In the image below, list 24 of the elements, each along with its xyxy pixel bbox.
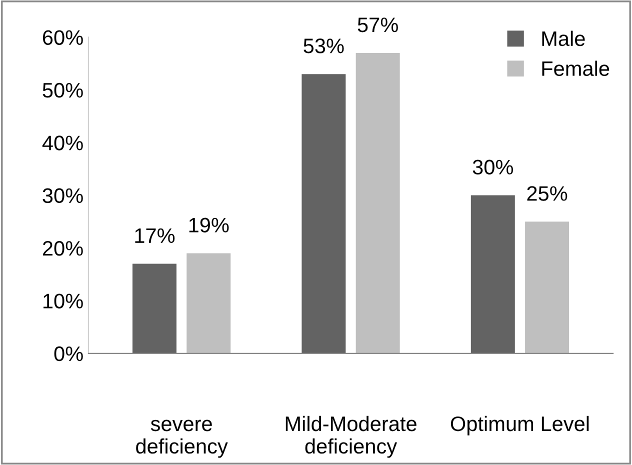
legend-label: Male [542, 30, 585, 46]
bar [525, 222, 570, 354]
y-tick-label: 40% [42, 136, 83, 150]
bar [132, 264, 176, 354]
x-tick-label: Mild-Moderate deficiency [286, 416, 416, 458]
data-label: 17% [135, 228, 175, 243]
y-tick-label: 50% [42, 82, 83, 98]
y-tick-label: 10% [44, 294, 83, 308]
data-label: 30% [472, 160, 514, 175]
bar [186, 253, 231, 354]
y-tick-label: 20% [42, 241, 83, 256]
data-label: 57% [358, 18, 398, 32]
data-label: 25% [527, 186, 568, 201]
x-tick-label: severe deficiency [136, 420, 228, 458]
bar [356, 53, 400, 354]
y-tick-label: 0% [54, 346, 83, 362]
x-tick-label: Optimum Level [450, 416, 589, 436]
bar [470, 195, 515, 354]
y-tick-label: 60% [42, 30, 83, 45]
y-tick-label: 30% [42, 188, 83, 204]
data-label: 19% [189, 218, 229, 232]
data-label: 53% [304, 38, 344, 54]
bar [302, 74, 346, 354]
legend-label: Female [542, 60, 610, 76]
